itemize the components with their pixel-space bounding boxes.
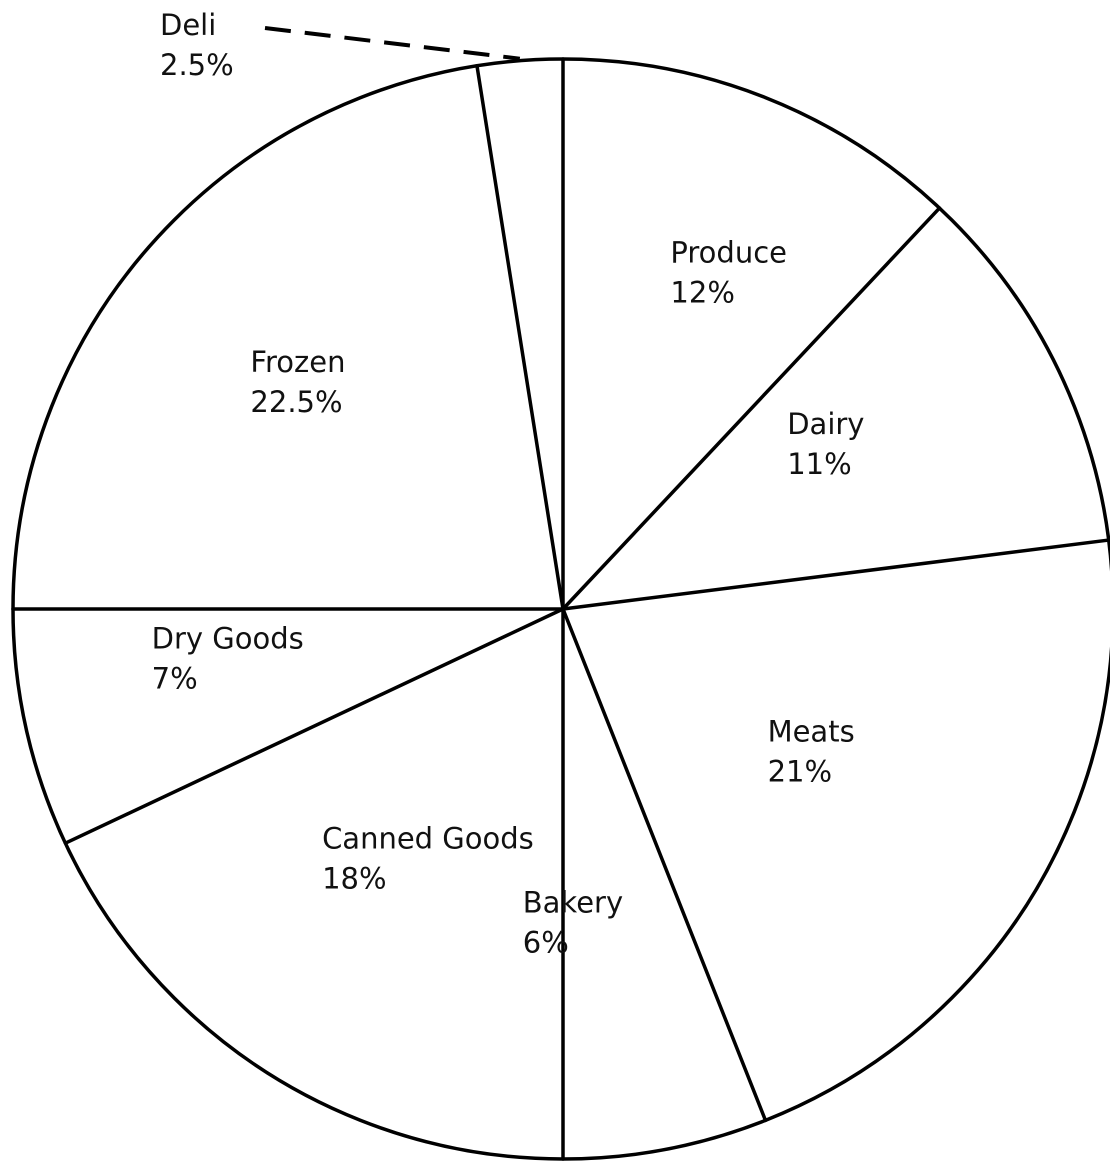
slice-percent: 22.5% (250, 385, 342, 419)
slice-name: Dairy (787, 407, 864, 441)
deli-leader-line (264, 26, 521, 61)
slice-percent: 2.5% (160, 48, 234, 82)
slice-percent: 7% (152, 662, 198, 696)
label-produce: Produce 12% (670, 235, 787, 309)
slice-boundary-dry-goods (63, 607, 565, 845)
label-canned-goods: Canned Goods 18% (322, 821, 534, 895)
slice-percent: 12% (670, 275, 734, 309)
slice-percent: 18% (322, 861, 386, 895)
label-meats: Meats 21% (768, 714, 855, 788)
label-frozen: Frozen 22.5% (250, 345, 345, 419)
slice-name: Bakery (523, 885, 623, 919)
slice-boundary-dairy (561, 206, 942, 611)
slice-percent: 11% (787, 447, 851, 481)
label-deli: Deli 2.5% (160, 8, 234, 82)
slice-name: Produce (670, 235, 787, 269)
slice-frozen (13, 66, 563, 609)
slice-boundary-bakery (561, 607, 768, 1123)
label-bakery: Bakery 6% (523, 885, 623, 959)
label-dry-goods: Dry Goods 7% (152, 622, 304, 696)
pie-labels: Produce 12% Dairy 11% Meats 21% Bakery 6% Canned… (152, 8, 865, 959)
slice-percent: 6% (523, 925, 569, 959)
slice-name: Meats (768, 714, 855, 748)
slice-name: Frozen (250, 345, 345, 379)
slice-name: Canned Goods (322, 821, 534, 855)
slice-percent: 21% (768, 754, 832, 788)
slice-name: Deli (160, 8, 216, 42)
pie-wedges (11, 57, 1110, 1161)
slice-boundary-deli (475, 64, 565, 611)
slice-name: Dry Goods (152, 622, 304, 656)
label-dairy: Dairy 11% (787, 407, 864, 481)
slice-boundary-meats (561, 538, 1110, 611)
